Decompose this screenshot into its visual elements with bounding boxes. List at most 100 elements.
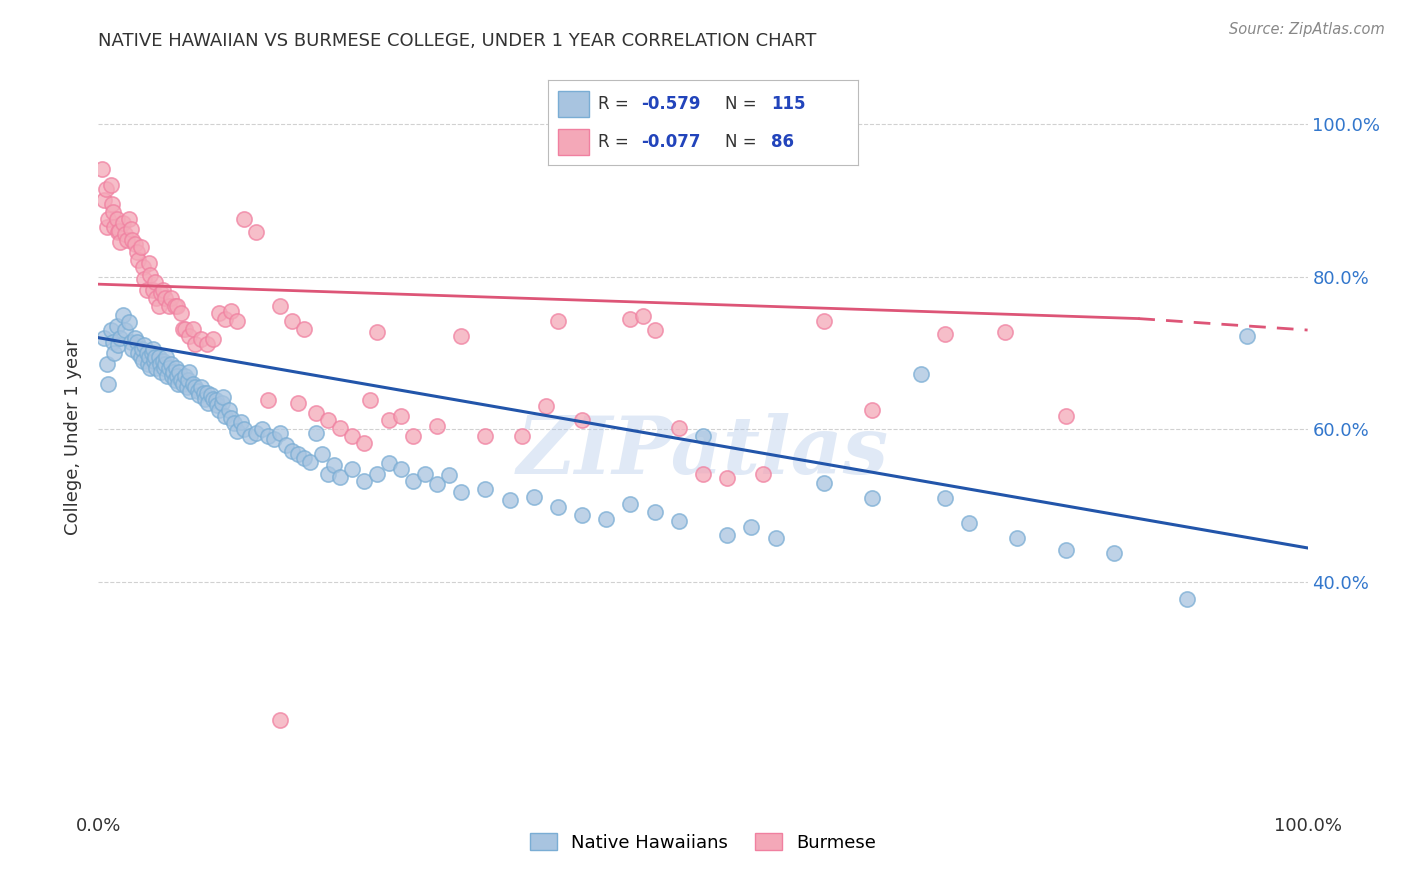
Point <box>305 406 328 420</box>
Point <box>148 299 170 313</box>
Point <box>292 450 315 465</box>
Point <box>957 516 980 530</box>
Point <box>245 426 267 441</box>
Point <box>111 308 134 322</box>
Point <box>190 380 212 394</box>
Point <box>166 368 188 383</box>
Point <box>105 319 128 334</box>
Point <box>619 311 641 326</box>
Point <box>366 467 388 481</box>
Point <box>136 358 159 372</box>
Text: 115: 115 <box>770 95 806 113</box>
Point <box>910 368 932 382</box>
Point <box>360 393 382 408</box>
Point <box>619 497 641 511</box>
Point <box>342 462 364 476</box>
Point <box>169 373 191 387</box>
Point <box>263 433 285 447</box>
Point <box>138 350 160 364</box>
Point <box>118 212 141 227</box>
Point <box>450 329 472 343</box>
Point <box>214 409 236 423</box>
Y-axis label: College, Under 1 year: College, Under 1 year <box>65 339 83 535</box>
Point <box>179 365 201 379</box>
Point <box>1102 546 1125 560</box>
Point <box>256 428 278 442</box>
Point <box>138 256 160 270</box>
Point <box>250 422 273 436</box>
Point <box>692 428 714 442</box>
Point <box>100 323 122 337</box>
Point <box>107 338 129 352</box>
Point <box>523 490 546 504</box>
Point <box>426 419 449 434</box>
Point <box>860 491 883 506</box>
Point <box>142 283 165 297</box>
Point <box>184 380 207 394</box>
Point <box>176 380 198 394</box>
Point <box>239 428 262 442</box>
Point <box>245 225 267 239</box>
Text: NATIVE HAWAIIAN VS BURMESE COLLEGE, UNDER 1 YEAR CORRELATION CHART: NATIVE HAWAIIAN VS BURMESE COLLEGE, UNDE… <box>98 32 817 50</box>
Point <box>269 426 291 441</box>
Point <box>187 388 209 402</box>
Point <box>450 485 472 500</box>
Point <box>181 321 204 335</box>
Point <box>179 384 201 399</box>
Point <box>162 365 184 379</box>
Point <box>155 350 177 364</box>
Point <box>166 299 188 313</box>
Point <box>129 350 152 364</box>
Point <box>165 361 187 376</box>
Point <box>752 467 775 481</box>
Point <box>547 314 569 328</box>
Point <box>120 334 142 349</box>
Point <box>510 428 533 442</box>
Point <box>329 470 352 484</box>
Point <box>127 245 149 260</box>
Text: ZIPatlas: ZIPatlas <box>517 413 889 491</box>
Point <box>177 373 200 387</box>
Point <box>208 403 231 417</box>
Point <box>142 342 165 356</box>
Point <box>160 358 183 372</box>
Point <box>127 252 149 267</box>
Point <box>287 447 309 461</box>
Point <box>127 334 149 349</box>
Point <box>121 233 143 247</box>
Point <box>156 368 179 383</box>
Point <box>118 315 141 329</box>
Point <box>197 395 219 409</box>
Point <box>117 233 139 247</box>
Point <box>413 467 436 481</box>
Point <box>644 323 666 337</box>
Point <box>101 334 124 349</box>
Point <box>114 227 136 242</box>
Text: -0.077: -0.077 <box>641 133 700 151</box>
Point <box>190 332 212 346</box>
Point <box>281 443 304 458</box>
Text: 86: 86 <box>770 133 794 151</box>
Point <box>194 392 217 406</box>
Point <box>93 193 115 207</box>
Point <box>121 342 143 356</box>
Point <box>100 197 122 211</box>
Point <box>256 393 278 408</box>
Point <box>474 482 496 496</box>
Point <box>163 299 186 313</box>
Point <box>534 400 557 414</box>
Point <box>813 475 835 490</box>
Point <box>172 321 194 335</box>
Point <box>193 385 215 400</box>
Point <box>353 436 375 450</box>
Point <box>129 240 152 254</box>
Point <box>160 368 183 383</box>
Point <box>105 212 128 227</box>
Point <box>195 336 218 351</box>
Point <box>222 417 245 431</box>
Point <box>377 456 399 470</box>
Point <box>152 361 174 376</box>
Point <box>163 373 186 387</box>
Point <box>221 304 243 318</box>
Point <box>232 212 254 227</box>
